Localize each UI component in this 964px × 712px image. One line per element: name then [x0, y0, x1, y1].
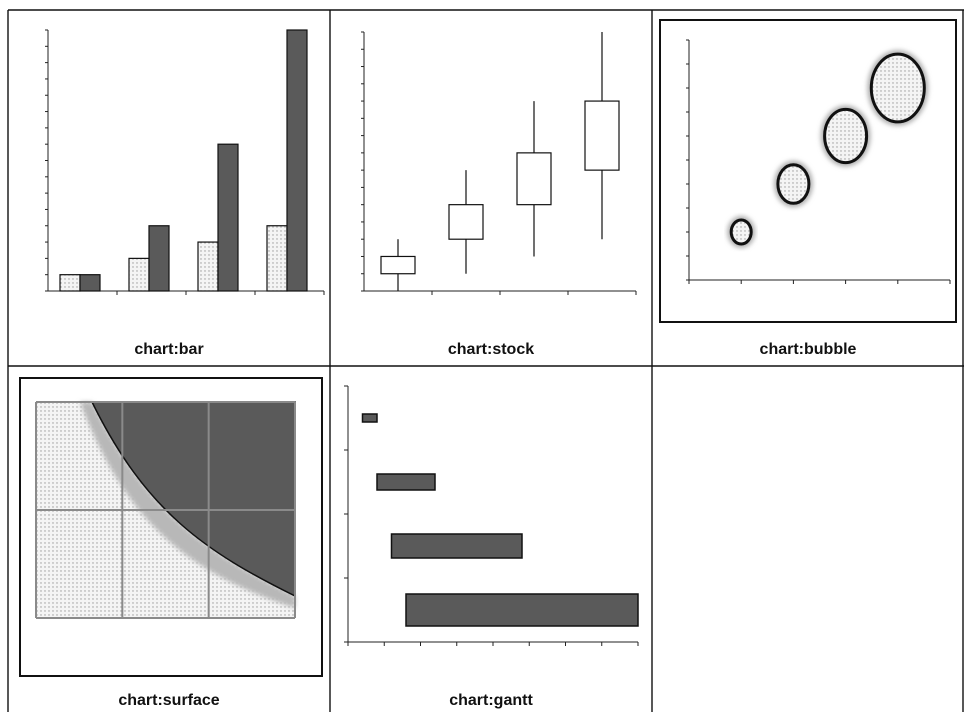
- stock-candle: [516, 152, 552, 206]
- bar-series1: [266, 225, 288, 292]
- bubble: [776, 163, 811, 205]
- gantt-task-bar: [376, 473, 436, 491]
- stock-chart-caption: chart:stock: [447, 341, 535, 358]
- bubble: [869, 52, 926, 124]
- surface-chart-caption: chart:surface: [118, 692, 220, 709]
- bubble-chart-caption: chart:bubble: [759, 341, 857, 358]
- bar-chart-panel: chart:bar: [8, 10, 330, 366]
- bubble: [729, 218, 753, 246]
- gantt-chart: [344, 385, 639, 646]
- gantt-chart-caption: chart:gantt: [449, 692, 533, 709]
- stock-chart-panel: chart:stock: [330, 10, 652, 366]
- surface-transition: [80, 402, 295, 608]
- stock-candle: [448, 204, 484, 240]
- bubble-chart: [659, 19, 957, 323]
- bar-series2: [79, 274, 101, 292]
- gantt-task-bar: [405, 593, 639, 627]
- surface-fill: [90, 401, 296, 598]
- chart-frame: [19, 377, 323, 677]
- bar-series1: [197, 241, 219, 292]
- bubble: [823, 107, 869, 165]
- surface-chart-panel: chart:surface: [8, 366, 330, 712]
- empty-panel: [652, 366, 964, 712]
- bar-chart: [45, 29, 325, 295]
- stock-candle: [584, 100, 620, 171]
- bar-series2: [217, 143, 239, 292]
- bar-series2: [286, 29, 308, 292]
- gantt-chart-panel: chart:gantt: [330, 366, 652, 712]
- bar-series1: [59, 274, 81, 292]
- bar-series1: [128, 257, 150, 292]
- stock-chart: [361, 31, 637, 295]
- surface-chart: [19, 377, 323, 677]
- chart-frame: [659, 19, 957, 323]
- bubble-chart-panel: chart:bubble: [652, 10, 964, 366]
- gantt-task-bar: [390, 533, 523, 559]
- bar-chart-caption: chart:bar: [134, 341, 204, 358]
- gantt-task-bar: [361, 413, 378, 423]
- stock-candle: [380, 255, 416, 275]
- bar-series2: [148, 225, 170, 292]
